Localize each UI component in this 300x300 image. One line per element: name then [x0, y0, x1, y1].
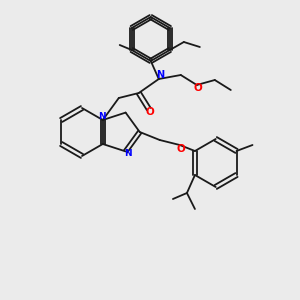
Text: N: N [156, 70, 164, 80]
Text: N: N [124, 149, 131, 158]
Text: O: O [146, 107, 154, 117]
Text: O: O [194, 83, 202, 93]
Text: N: N [98, 112, 106, 121]
Text: O: O [176, 143, 185, 154]
